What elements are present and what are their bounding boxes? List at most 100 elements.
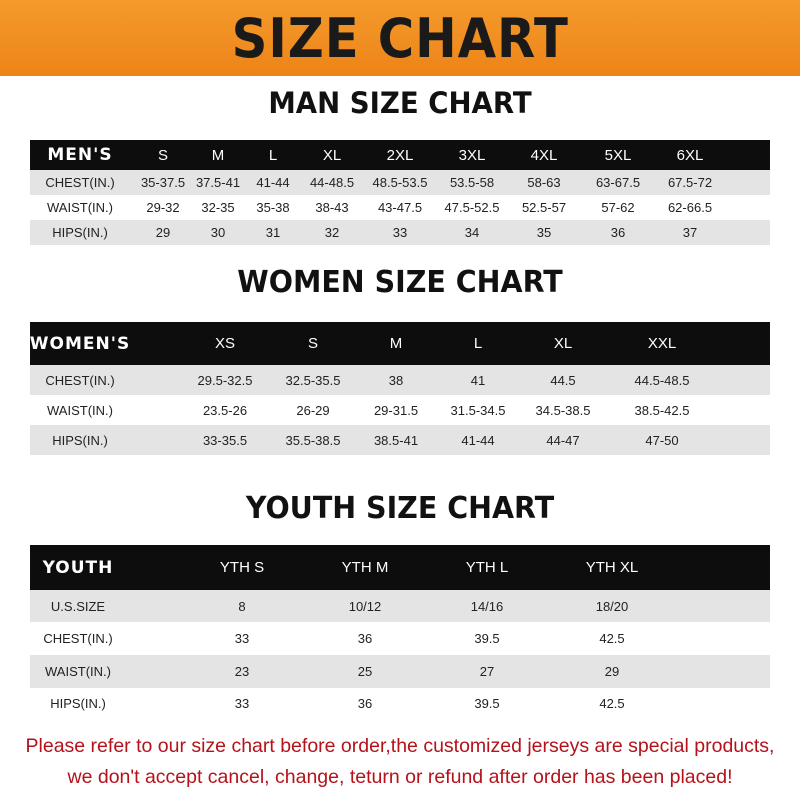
table-cell: 10/12	[348, 598, 382, 614]
table-cell: 35	[536, 225, 552, 240]
row-label: WOMEN'S	[29, 333, 131, 354]
table-cell: 29.5-32.5	[197, 372, 253, 388]
table-cell: 37	[682, 225, 698, 240]
table-header-row: YOUTH YTH S YTH M YTH L YTH XL	[30, 545, 770, 590]
row-label: YOUTH	[42, 557, 114, 578]
table-cell: XS	[214, 335, 236, 352]
table-cell: M	[211, 146, 225, 164]
table-cell: 3XL	[458, 146, 486, 164]
table-cell: 44-47	[546, 432, 580, 448]
table-cell: 58-63	[527, 175, 561, 190]
table-cell: S	[307, 335, 319, 352]
table-cell: 34	[464, 225, 480, 240]
table-cell: M	[389, 335, 403, 352]
table-cell: 32.5-35.5	[285, 372, 341, 388]
row-label: WAIST(IN.)	[47, 200, 113, 215]
table-cell: 39.5	[474, 696, 500, 711]
table-cell: 38-43	[315, 200, 349, 215]
table-cell: 47.5-52.5	[444, 200, 500, 215]
men-chart-title: MAN SIZE CHART	[268, 86, 532, 120]
table-row: HIPS(IN.) 33-35.5 35.5-38.5 38.5-41 41-44 44-…	[30, 425, 770, 455]
row-label: WAIST(IN.)	[47, 402, 113, 418]
table-cell: 47-50	[645, 432, 679, 448]
row-label: WAIST(IN.)	[45, 664, 111, 679]
table-cell: 35.5-38.5	[285, 432, 341, 448]
table-cell: L	[473, 335, 483, 352]
table-cell: YTH S	[219, 559, 265, 576]
table-cell: 42.5	[599, 631, 625, 646]
row-label: MEN'S	[47, 145, 113, 165]
table-cell: 34.5-38.5	[535, 402, 591, 418]
table-cell: 41	[470, 372, 486, 388]
table-cell: 32	[324, 225, 340, 240]
table-cell: 36	[357, 696, 373, 711]
table-cell: 41-44	[461, 432, 495, 448]
table-cell: 27	[479, 664, 495, 679]
table-cell: 8	[238, 598, 246, 614]
table-cell: XL	[553, 335, 573, 352]
table-cell: 48.5-53.5	[372, 175, 428, 190]
table-cell: 43-47.5	[377, 200, 423, 215]
table-cell: 35-38	[256, 200, 290, 215]
banner-title: SIZE CHART	[231, 6, 569, 70]
table-header-row: MEN'S S M L XL 2XL 3XL 4XL 5XL 6XL	[30, 140, 770, 170]
table-cell: 2XL	[386, 146, 414, 164]
table-row: CHEST(IN.) 35-37.5 37.5-41 41-44 44-48.5 48.5…	[30, 170, 770, 195]
table-cell: L	[268, 146, 278, 164]
table-row: WAIST(IN.) 23.5-26 26-29 29-31.5 31.5-34.5 34…	[30, 395, 770, 425]
women-chart-title: WOMEN SIZE CHART	[237, 265, 563, 300]
table-cell: 29-32	[146, 200, 180, 215]
table-cell: 29	[604, 664, 620, 679]
row-label: HIPS(IN.)	[52, 225, 108, 240]
table-cell: S	[157, 146, 169, 164]
table-cell: 63-67.5	[595, 175, 641, 190]
note-line-1: Please refer to our size chart before or…	[25, 735, 775, 757]
table-cell: 6XL	[676, 146, 704, 164]
table-cell: 23.5-26	[202, 402, 248, 418]
table-cell: 38.5-41	[373, 432, 419, 448]
table-cell: 53.5-58	[449, 175, 495, 190]
table-cell: 29	[155, 225, 171, 240]
table-cell: 18/20	[595, 598, 629, 614]
row-label: CHEST(IN.)	[45, 175, 115, 190]
table-cell: 44-48.5	[309, 175, 355, 190]
table-cell: 32-35	[201, 200, 235, 215]
table-cell: 37.5-41	[195, 175, 241, 190]
table-cell: 23	[234, 664, 250, 679]
table-cell: 67.5-72	[667, 175, 713, 190]
table-row: WAIST(IN.) 23 25 27 29	[30, 655, 770, 688]
table-cell: 38	[388, 372, 404, 388]
table-cell: 38.5-42.5	[634, 402, 690, 418]
table-cell: 33	[234, 696, 250, 711]
table-cell: 35-37.5	[140, 175, 186, 190]
table-cell: 31.5-34.5	[450, 402, 506, 418]
table-cell: 5XL	[604, 146, 632, 164]
table-cell: 52.5-57	[521, 200, 567, 215]
table-cell: 26-29	[296, 402, 330, 418]
table-cell: 44.5-48.5	[634, 372, 690, 388]
table-cell: 14/16	[470, 598, 504, 614]
table-cell: 41-44	[256, 175, 290, 190]
table-cell: 39.5	[474, 631, 500, 646]
table-cell: 29-31.5	[373, 402, 419, 418]
table-row: WAIST(IN.) 29-32 32-35 35-38 38-43 43-47.5 47.…	[30, 195, 770, 220]
table-cell: 57-62	[601, 200, 635, 215]
table-cell: 33	[234, 631, 250, 646]
table-cell: 25	[357, 664, 373, 679]
table-cell: 4XL	[530, 146, 558, 164]
table-cell: 31	[265, 225, 281, 240]
table-cell: 62-66.5	[667, 200, 713, 215]
table-cell: 33-35.5	[202, 432, 248, 448]
youth-chart-title: YOUTH SIZE CHART	[245, 491, 555, 526]
table-cell: 44.5	[550, 372, 576, 388]
table-cell: 33	[392, 225, 408, 240]
row-label: HIPS(IN.)	[50, 696, 106, 711]
table-row: CHEST(IN.) 33 36 39.5 42.5	[30, 622, 770, 655]
table-header-row: WOMEN'S XS S M L XL XXL	[30, 322, 770, 365]
note-line-2: we don't accept cancel, change, teturn o…	[67, 766, 733, 788]
table-cell: YTH XL	[585, 559, 639, 576]
row-label: CHEST(IN.)	[45, 372, 115, 388]
table-cell: 36	[610, 225, 626, 240]
table-row: U.S.SIZE 8 10/12 14/16 18/20	[30, 590, 770, 622]
table-cell: 30	[210, 225, 226, 240]
